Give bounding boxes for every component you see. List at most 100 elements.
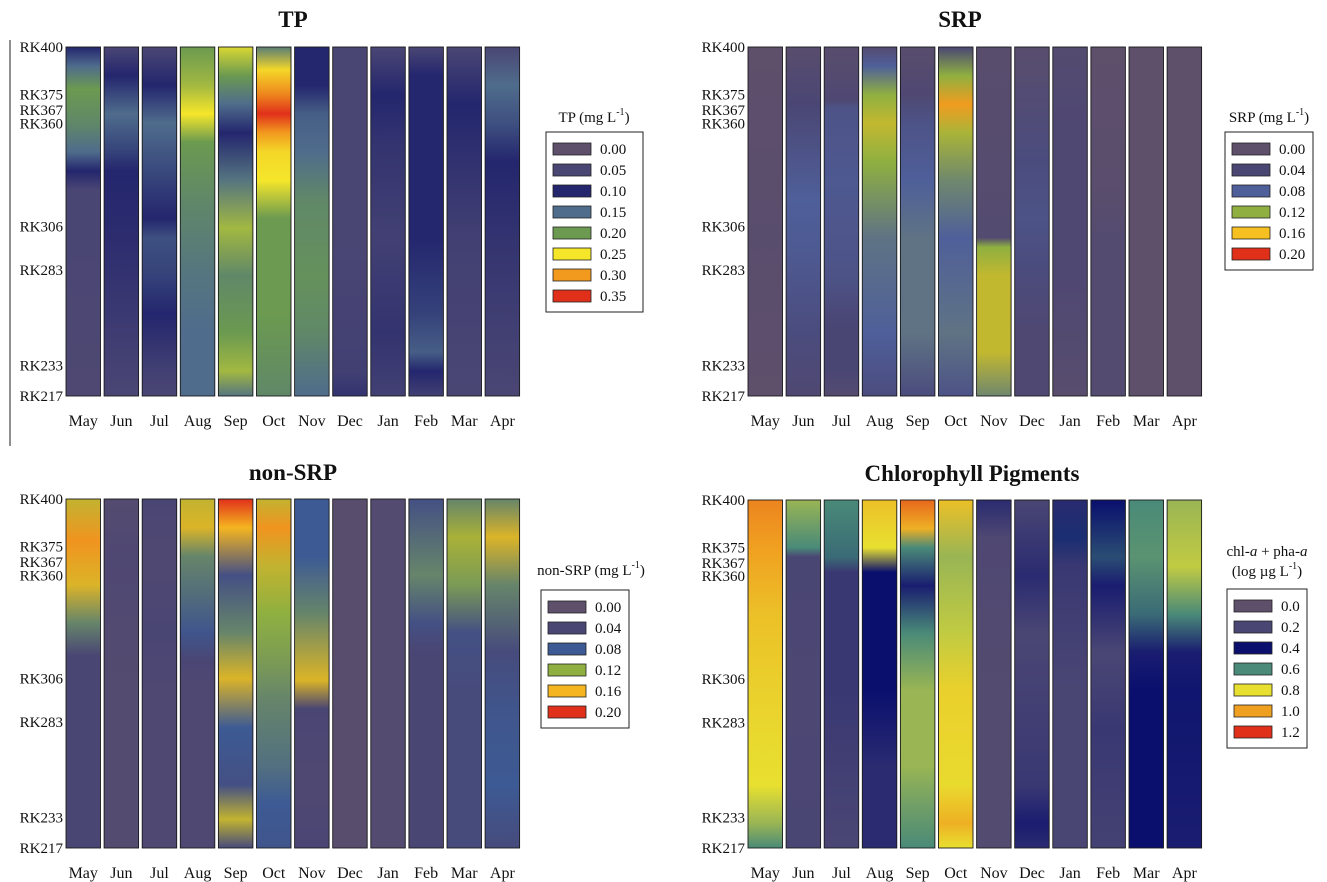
x-tick-label: Apr	[1172, 865, 1198, 882]
legend-title: SRP (mg L-1)	[1229, 107, 1309, 126]
legend-swatch	[547, 705, 587, 719]
x-tick-label: May	[69, 865, 98, 882]
month-column-may	[747, 46, 783, 397]
legend-swatch	[552, 289, 592, 303]
x-tick-label: Jan	[377, 413, 398, 430]
month-column-jul	[141, 46, 178, 397]
x-tick-label: Mar	[451, 413, 478, 430]
month-column-sep	[217, 46, 254, 397]
month-column-aug	[179, 498, 216, 849]
x-tick-label: Aug	[184, 865, 212, 882]
x-tick-label: Nov	[298, 865, 326, 882]
y-tick-label: RK233	[20, 810, 63, 826]
month-column-oct	[256, 46, 292, 397]
month-column-jan	[370, 498, 406, 849]
month-column-apr	[484, 498, 521, 849]
legend-label: 0.35	[600, 289, 626, 305]
x-tick-label: Apr	[490, 413, 516, 430]
legend-swatch	[1233, 725, 1273, 739]
x-tick-label: Jun	[792, 413, 814, 430]
legend-label: 0.25	[600, 247, 626, 263]
month-column-aug	[861, 46, 898, 397]
x-tick-label: Jun	[792, 865, 814, 882]
panel-title: non-SRP	[249, 460, 337, 485]
legend-swatch	[1233, 599, 1273, 613]
x-tick-label: Sep	[224, 413, 248, 430]
month-column-sep	[899, 46, 936, 397]
month-column-mar	[1128, 46, 1164, 397]
legend-label: 0.12	[595, 663, 621, 679]
x-tick-label: Oct	[262, 413, 286, 430]
legend-swatch	[1233, 620, 1273, 634]
legend-label: 0.08	[1279, 184, 1305, 200]
x-tick-label: Jul	[832, 413, 851, 430]
x-tick-label: Feb	[414, 413, 438, 430]
x-tick-label: Jul	[832, 865, 851, 882]
y-tick-label: RK306	[702, 672, 746, 688]
legend-label: 0.08	[595, 642, 621, 658]
y-tick-label: RK233	[702, 811, 745, 827]
month-column-jul	[823, 46, 860, 397]
month-column-dec	[1014, 499, 1050, 849]
legend-swatch	[1233, 683, 1273, 697]
x-tick-label: Jul	[150, 413, 169, 430]
x-tick-label: Jun	[110, 865, 132, 882]
legend-label: 1.0	[1281, 704, 1300, 720]
legend-label: 0.20	[600, 226, 626, 242]
x-tick-label: Apr	[1172, 413, 1198, 430]
legend-swatch	[547, 600, 587, 614]
month-column-dec	[1014, 46, 1050, 397]
month-column-jun	[785, 46, 822, 397]
y-tick-label: RK360	[20, 568, 63, 584]
x-tick-label: Aug	[866, 413, 894, 430]
y-tick-label: RK400	[20, 40, 63, 56]
y-tick-label: RK283	[702, 715, 745, 731]
y-tick-label: RK367	[702, 103, 746, 119]
legend-label: 1.2	[1281, 725, 1300, 741]
legend-swatch	[547, 684, 587, 698]
month-column-nov	[294, 498, 330, 849]
y-tick-label: RK375	[20, 88, 63, 104]
legend-label: 0.10	[600, 184, 626, 200]
month-column-oct	[938, 46, 974, 397]
y-tick-label: RK400	[702, 493, 745, 509]
legend-swatch	[552, 205, 592, 219]
legend-label: 0.16	[595, 684, 622, 700]
x-tick-label: Aug	[866, 865, 894, 882]
y-tick-label: RK360	[702, 569, 745, 585]
x-tick-label: Jul	[150, 865, 169, 882]
legend-swatch	[552, 142, 592, 156]
legend-label: 0.20	[1279, 247, 1305, 263]
legend-swatch	[552, 184, 592, 198]
legend-title: TP (mg L-1)	[558, 107, 629, 126]
month-column-mar	[1128, 499, 1164, 849]
x-tick-label: Nov	[980, 413, 1008, 430]
legend-label: 0.6	[1281, 662, 1300, 678]
legend-swatch	[1231, 247, 1271, 261]
legend-swatch	[547, 642, 587, 656]
x-tick-label: Jan	[1059, 865, 1080, 882]
legend-swatch	[552, 268, 592, 282]
x-tick-label: May	[69, 413, 98, 430]
month-column-sep	[899, 499, 936, 849]
legend-label: 0.00	[600, 142, 626, 158]
legend-label: 0.16	[1279, 226, 1306, 242]
x-tick-label: Nov	[298, 413, 326, 430]
y-tick-label: RK367	[20, 555, 64, 571]
month-column-feb	[408, 498, 444, 849]
month-column-jun	[103, 498, 140, 849]
month-column-feb	[408, 46, 444, 397]
month-column-may	[747, 499, 783, 849]
month-column-aug	[861, 499, 898, 849]
legend-label: 0.2	[1281, 620, 1300, 636]
month-column-nov	[976, 499, 1012, 849]
y-tick-label: RK233	[20, 358, 63, 374]
x-tick-label: May	[751, 413, 780, 430]
legend-label: 0.04	[1279, 163, 1306, 179]
legend-swatch	[547, 663, 587, 677]
panel-title: Chlorophyll Pigments	[865, 461, 1080, 486]
legend-swatch	[1233, 662, 1273, 676]
month-column-apr	[1166, 499, 1203, 849]
